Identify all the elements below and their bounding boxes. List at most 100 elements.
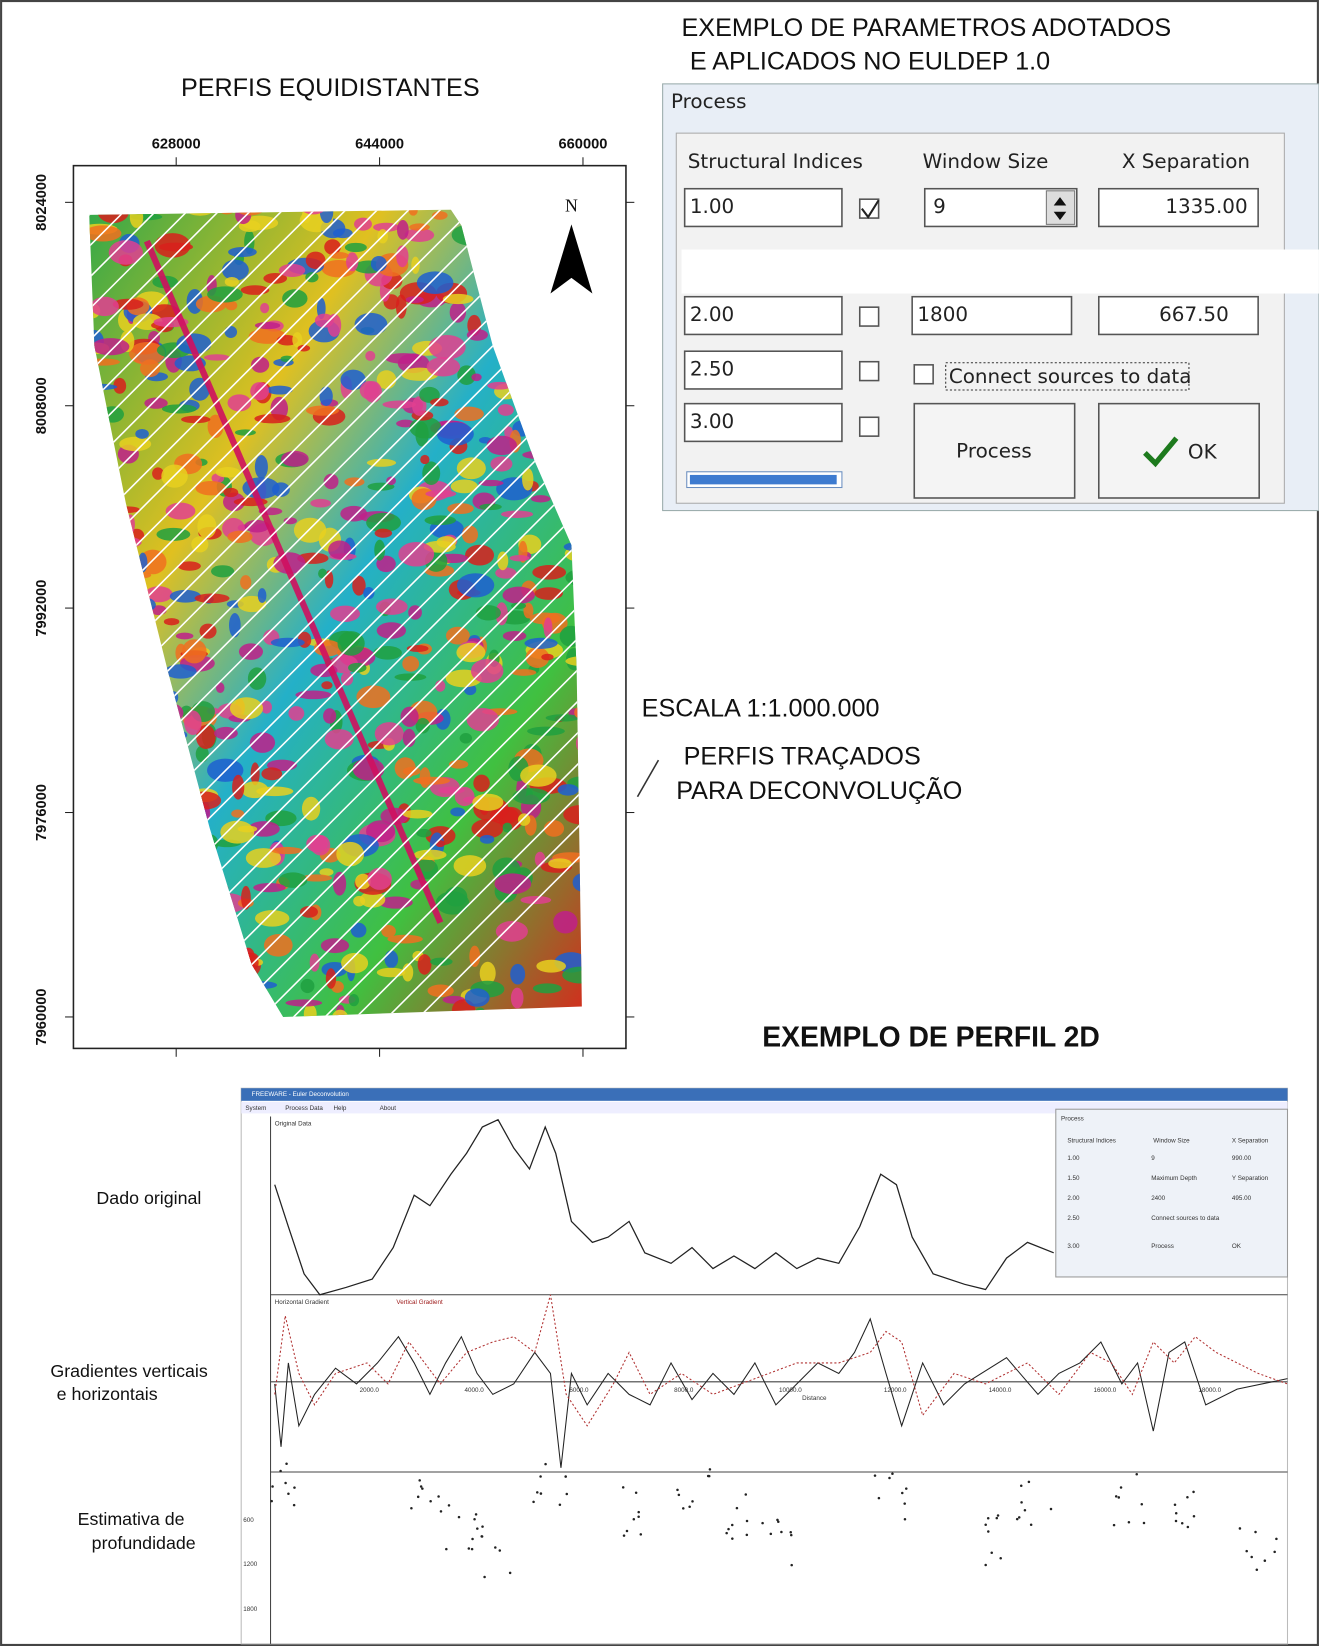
depth-point xyxy=(891,1472,894,1475)
depth-point xyxy=(1175,1520,1178,1523)
depth-point xyxy=(623,1534,626,1537)
menu-item[interactable]: About xyxy=(380,1105,397,1112)
checkbox-label[interactable]: Connect sources to data xyxy=(949,365,1192,388)
raster-blob xyxy=(544,617,553,638)
input-value: 1.00 xyxy=(690,195,734,218)
caption: EXEMPLO DE PARAMETROS ADOTADOS xyxy=(682,14,1172,42)
raster-blob xyxy=(195,481,226,495)
depth-point xyxy=(790,1534,793,1537)
depth-point xyxy=(1181,1522,1184,1525)
raster-blob xyxy=(471,659,503,683)
depth-point xyxy=(448,1504,451,1507)
depth-point xyxy=(878,1497,881,1500)
raster-blob xyxy=(360,381,380,400)
title-bar xyxy=(241,1088,1287,1101)
depth-point xyxy=(776,1519,779,1522)
depth-point xyxy=(790,1564,793,1567)
profiles-label: PARA DECONVOLUÇÃO xyxy=(676,776,962,805)
raster-blob xyxy=(541,654,553,661)
y-tick-label: 7992000 xyxy=(34,580,50,637)
checkbox[interactable] xyxy=(860,362,879,381)
raster-blob xyxy=(548,858,571,868)
depth-point xyxy=(279,1470,282,1473)
menu-item[interactable]: Process Data xyxy=(285,1105,323,1112)
raster-blob xyxy=(445,887,468,907)
depth-point xyxy=(633,1518,636,1521)
checkbox[interactable] xyxy=(860,417,879,436)
raster-blob xyxy=(279,264,305,277)
depth-tick-label: 1200 xyxy=(243,1561,257,1568)
progress-fill xyxy=(690,475,837,484)
depth-point xyxy=(640,1533,643,1536)
depth-point xyxy=(1018,1516,1021,1519)
raster-blob xyxy=(531,495,551,502)
raster-blob xyxy=(271,847,303,854)
raster-blob xyxy=(204,354,230,360)
raster-blob xyxy=(341,672,353,685)
depth-point xyxy=(473,1518,476,1521)
depth-point xyxy=(475,1513,478,1516)
caption: E APLICADOS NO EULDEP 1.0 xyxy=(690,48,1050,76)
x-tick-label: 628000 xyxy=(152,137,201,153)
depth-point xyxy=(1256,1568,1259,1571)
depth-point xyxy=(770,1533,773,1536)
raster-blob xyxy=(333,872,346,896)
depth-point xyxy=(270,1500,273,1503)
depth-point xyxy=(287,1493,290,1496)
raster-blob xyxy=(473,775,489,792)
depth-point xyxy=(494,1546,497,1549)
dialog-text[interactable]: OK xyxy=(1232,1243,1242,1250)
raster-blob xyxy=(119,437,151,451)
raster-blob xyxy=(229,613,241,637)
raster-blob xyxy=(553,911,577,934)
raster-blob xyxy=(285,999,322,1006)
y-tick-label: 7976000 xyxy=(34,784,50,841)
raster-blob xyxy=(363,587,374,599)
depth-point xyxy=(293,1486,296,1489)
input-value: 2.00 xyxy=(690,303,734,326)
depth-point xyxy=(284,1482,287,1485)
raster-blob xyxy=(320,387,333,407)
depth-point xyxy=(481,1535,484,1538)
input-value: 9 xyxy=(933,195,946,218)
raster-blob xyxy=(328,541,351,559)
depth-point xyxy=(471,1548,474,1551)
distance-tick-label: 4000.0 xyxy=(464,1387,484,1394)
checkbox[interactable] xyxy=(860,307,879,326)
menu-item[interactable]: System xyxy=(245,1105,266,1112)
depth-point xyxy=(637,1515,640,1518)
depth-point xyxy=(688,1505,691,1508)
raster-blob xyxy=(498,404,514,416)
depth-point xyxy=(420,1485,423,1488)
x-tick-label: 644000 xyxy=(355,137,404,153)
raster-blob xyxy=(355,313,388,336)
raster-blob xyxy=(321,681,332,689)
depth-point xyxy=(1141,1503,1144,1506)
ok-button[interactable] xyxy=(1099,404,1259,498)
raster-blob xyxy=(520,765,556,787)
raster-blob xyxy=(258,588,267,603)
raster-blob xyxy=(223,488,238,497)
y-tick-label: 8024000 xyxy=(34,174,50,231)
raster-blob xyxy=(326,968,336,988)
depth-point xyxy=(678,1494,681,1497)
raster-blob xyxy=(230,697,263,719)
raster-blob xyxy=(376,599,408,615)
dialog-text[interactable]: Process xyxy=(1151,1243,1174,1250)
raster-blob xyxy=(353,896,365,907)
raster-blob xyxy=(420,455,429,464)
dialog-text: 495.00 xyxy=(1232,1195,1252,1202)
input-value: 3.00 xyxy=(690,410,734,433)
checkbox[interactable] xyxy=(914,365,933,384)
depth-point xyxy=(468,1547,471,1550)
depth-point xyxy=(736,1507,739,1510)
distance-tick-label: 6000.0 xyxy=(569,1387,589,1394)
raster-blob xyxy=(237,826,257,833)
depth-point xyxy=(984,1564,987,1567)
depth-point xyxy=(1030,1523,1033,1526)
raster-blob xyxy=(513,788,551,804)
menu-item[interactable]: Help xyxy=(333,1105,346,1112)
raster-blob xyxy=(197,514,216,538)
depth-point xyxy=(539,1475,542,1478)
input-value: 1800 xyxy=(917,303,968,326)
